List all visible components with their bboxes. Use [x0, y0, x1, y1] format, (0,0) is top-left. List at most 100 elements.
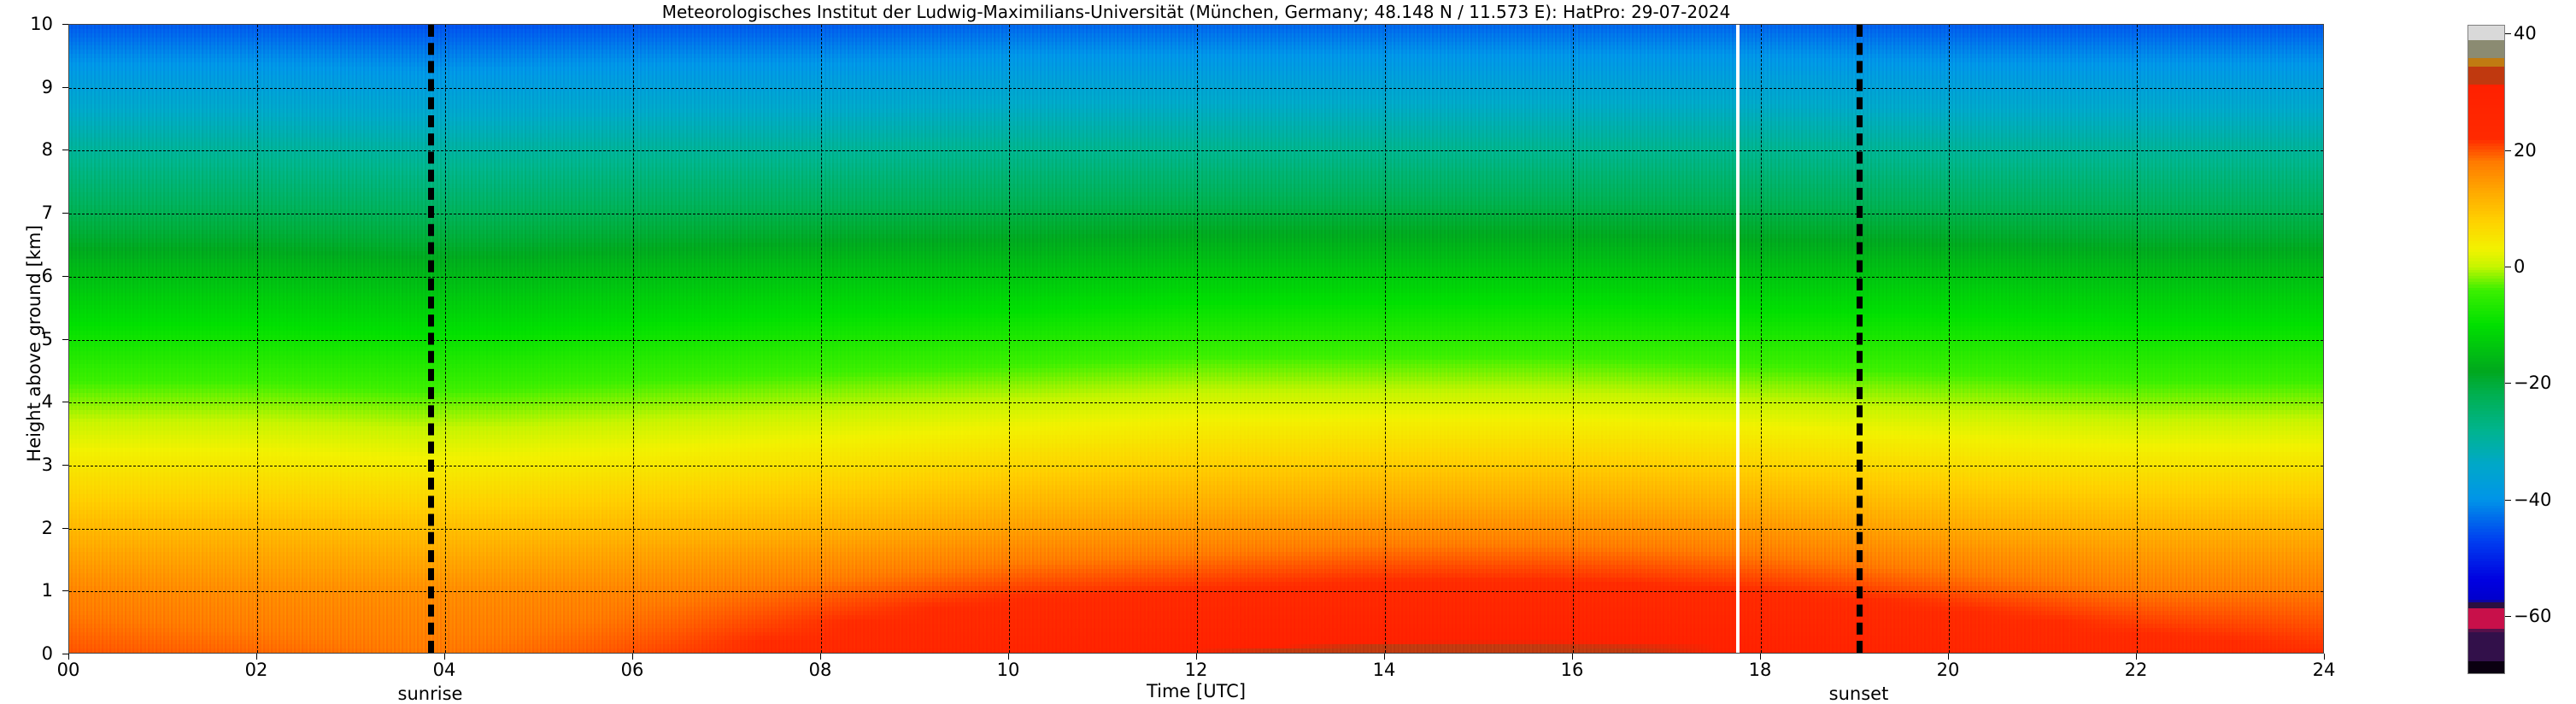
heatmap-band: [69, 250, 2323, 255]
colorbar-band: [2468, 255, 2504, 259]
heatmap-band: [69, 150, 2323, 155]
heatmap-band: [69, 472, 2323, 478]
colorbar-band: [2468, 643, 2504, 648]
heatmap-band: [69, 305, 2323, 310]
heatmap-band: [69, 455, 2323, 461]
colorbar-band: [2468, 238, 2504, 241]
colorbar-band: [2468, 57, 2504, 62]
colorbar-band: [2468, 370, 2504, 373]
heatmap-band: [69, 397, 2323, 402]
heatmap-band: [69, 519, 2323, 524]
colorbar-band: [2468, 193, 2504, 197]
y-tick-label: 7: [41, 202, 53, 224]
heatmap-band: [69, 565, 2323, 570]
heatmap-band: [69, 54, 2323, 59]
heatmap-band: [69, 167, 2323, 172]
colorbar-band: [2468, 67, 2504, 71]
colorbar-band: [2468, 531, 2504, 536]
colorbar-band: [2468, 649, 2504, 654]
heatmap-band: [69, 242, 2323, 248]
colorbar-band: [2468, 482, 2504, 485]
colorbar-band: [2468, 431, 2504, 436]
heatmap-band: [69, 359, 2323, 365]
colorbar-band: [2468, 326, 2504, 330]
colorbar-band: [2468, 499, 2504, 503]
colorbar-band: [2468, 572, 2504, 577]
colorbar-band: [2468, 275, 2504, 279]
heatmap-band: [69, 200, 2323, 206]
gridline-horizontal: [69, 591, 2323, 593]
colorbar-band: [2468, 511, 2504, 515]
colorbar-band: [2468, 582, 2504, 586]
colorbar-band: [2468, 269, 2504, 273]
gridline-vertical: [1385, 25, 1386, 653]
gridline-horizontal: [69, 402, 2323, 404]
colorbar-band: [2468, 190, 2504, 194]
heatmap-band: [69, 142, 2323, 147]
colorbar-band: [2468, 578, 2504, 583]
event-label-sunset: sunset: [1828, 683, 1889, 704]
heatmap-band: [69, 648, 2323, 653]
gridline-vertical: [821, 25, 822, 653]
colorbar-band: [2468, 328, 2504, 332]
colorbar-band: [2468, 449, 2504, 454]
colorbar-band: [2468, 296, 2504, 300]
colorbar-band: [2468, 523, 2504, 527]
heatmap-band: [69, 443, 2323, 449]
colorbar-band: [2468, 128, 2504, 132]
colorbar-band: [2468, 558, 2504, 562]
colorbar-band: [2468, 258, 2504, 262]
colorbar-tick: [2505, 499, 2511, 501]
colorbar-band: [2468, 334, 2504, 338]
heatmap-band: [69, 87, 2323, 92]
colorbar-band: [2468, 464, 2504, 468]
heatmap-band: [69, 217, 2323, 222]
colorbar-band: [2468, 196, 2504, 200]
colorbar-band: [2468, 163, 2504, 167]
heatmap-band: [69, 414, 2323, 419]
heatmap-band: [69, 32, 2323, 38]
colorbar-band: [2468, 419, 2504, 424]
colorbar-band: [2468, 458, 2504, 462]
gridline-horizontal: [69, 339, 2323, 341]
colorbar-band: [2468, 52, 2504, 56]
heatmap-band: [69, 67, 2323, 72]
colorbar-band: [2468, 552, 2504, 556]
colorbar-band: [2468, 281, 2504, 285]
heatmap-band: [69, 493, 2323, 499]
colorbar-band: [2468, 161, 2504, 165]
colorbar-band: [2468, 226, 2504, 230]
colorbar-band: [2468, 49, 2504, 53]
colorbar-band: [2468, 202, 2504, 206]
colorbar-band: [2468, 90, 2504, 94]
colorbar-band: [2468, 40, 2504, 44]
heatmap-band: [69, 70, 2323, 76]
heatmap-band: [69, 104, 2323, 109]
heatmap-band: [69, 581, 2323, 587]
x-tick-label: 00: [56, 660, 80, 680]
heatmap-band: [69, 489, 2323, 495]
colorbar-band: [2468, 252, 2504, 256]
colorbar-band: [2468, 308, 2504, 312]
colorbar-band: [2468, 116, 2504, 120]
x-tick-label: 20: [1936, 660, 1960, 680]
heatmap-band: [69, 389, 2323, 394]
colorbar-band: [2468, 478, 2504, 483]
colorbar-band: [2468, 311, 2504, 315]
y-tick: [62, 338, 68, 340]
heatmap-band: [69, 175, 2323, 180]
colorbar-tick: [2505, 383, 2511, 384]
colorbar-band: [2468, 126, 2504, 130]
colorbar-band: [2468, 402, 2504, 406]
colorbar-band: [2468, 393, 2504, 397]
heatmap-band: [69, 393, 2323, 398]
heatmap-band: [69, 263, 2323, 268]
colorbar-band: [2468, 387, 2504, 391]
colorbar-tick: [2505, 615, 2511, 617]
heatmap-band: [69, 409, 2323, 415]
colorbar-band: [2468, 596, 2504, 601]
colorbar-band: [2468, 588, 2504, 591]
gridline-vertical: [1197, 25, 1198, 653]
y-tick: [62, 275, 68, 277]
colorbar-band: [2468, 249, 2504, 253]
